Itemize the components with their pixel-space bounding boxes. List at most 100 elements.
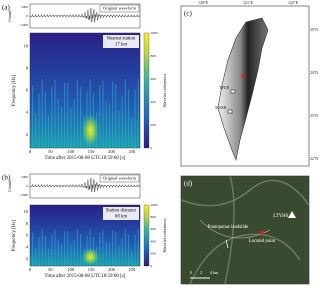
station-marker [288, 211, 296, 218]
coherence-streak [128, 234, 130, 266]
coherence-streak [73, 239, 75, 266]
coherence-streak [124, 229, 126, 266]
x-tick-label: 250 [128, 149, 136, 154]
coherence-streak [73, 98, 75, 148]
coherence-streak [44, 91, 46, 148]
colorbar-tick-label: 600 [151, 227, 157, 231]
colorbar [143, 204, 150, 267]
coherence-streak [115, 232, 117, 266]
station-name: MASB [215, 106, 226, 110]
y-tick-label: 4 [26, 110, 29, 115]
island [217, 17, 269, 162]
coherence-streak [80, 87, 82, 148]
y-tick-label: 1000 [21, 175, 28, 179]
colorbar-tick-label: 1000 [151, 203, 158, 207]
lat-label: 24°N [310, 71, 318, 75]
coherence-streak [108, 242, 110, 266]
colorbar-tick-label: 800 [151, 215, 157, 219]
coherence-streak [118, 110, 120, 148]
y-tick-label: 0 [26, 184, 28, 188]
colorbar-tick-label: 200 [151, 252, 157, 256]
map-panel [180, 5, 310, 167]
colorbar-tick-label: 0 [151, 264, 153, 268]
station-distance: 17 km [115, 43, 127, 48]
coherence-streak [38, 93, 40, 148]
y-tick-label: 6 [26, 233, 29, 238]
coherence-streak [32, 85, 34, 148]
event-location [241, 74, 245, 78]
y-axis-label: Frequency [Hz] [12, 219, 17, 251]
station-marker [230, 89, 236, 94]
coherence-streak [137, 79, 139, 148]
coherence-streak [60, 106, 62, 148]
y-tick-label: 2 [26, 132, 28, 137]
panel-label: (c) [184, 10, 192, 18]
x-tick-label: 200 [108, 149, 116, 154]
lat-label: 22°N [310, 157, 318, 161]
x-tick-label: 150 [88, 149, 96, 154]
colorbar-tick-label: 1000 [151, 31, 158, 35]
y-tick-label: 0 [26, 14, 28, 18]
y-tick-label: 10 [24, 43, 29, 48]
colorbar-tick-label: 200 [151, 123, 157, 127]
lat-label: 23°N [310, 114, 318, 118]
station-label: Station distance [106, 209, 137, 214]
coherence-streak [115, 84, 117, 148]
station-distance: 68 km [115, 215, 127, 220]
coherence-streak [70, 244, 72, 266]
scale-label: 4 km [210, 270, 219, 275]
coherence-streak [67, 231, 69, 266]
coherence-streak [118, 246, 120, 266]
x-tick-label: 0 [29, 267, 32, 272]
legend-box [99, 4, 140, 13]
x-tick-label: 50 [48, 267, 53, 272]
coherence-streak [134, 88, 136, 148]
waveform [29, 177, 141, 193]
coherence-streak [124, 79, 126, 148]
coherence-streak [35, 113, 37, 148]
colorbar-tick-label: 0 [151, 146, 153, 150]
colorbar-label: Wavelet coherence [162, 219, 167, 253]
coherence-streak [64, 82, 66, 148]
coherence-streak [70, 107, 72, 148]
coherence-streak [131, 118, 133, 148]
station-label: Nearest station [107, 37, 136, 42]
coherence-streak [131, 250, 133, 266]
y-tick-label: 8 [26, 65, 29, 70]
x-tick-label: 100 [67, 267, 75, 272]
coherence-streak [108, 103, 110, 148]
coherence-streak [51, 233, 53, 266]
satellite-panel [180, 175, 310, 285]
coherence-streak [54, 229, 56, 266]
coherence-streak [121, 95, 123, 148]
x-tick-label: 250 [128, 267, 136, 272]
station-name: LTYH0 [273, 214, 288, 219]
lon-label: 121°E [243, 0, 254, 5]
coherence-streak [38, 237, 40, 266]
panel-label: (a) [2, 4, 10, 12]
legend-label: Original waveform [103, 176, 136, 181]
y-tick-label: 6 [26, 88, 29, 93]
coherence-streak [80, 233, 82, 266]
located-point-label: Located point [249, 239, 276, 244]
coherence-streak [102, 80, 104, 148]
y-axis-label: Counts [7, 10, 12, 22]
x-tick-label: 150 [88, 267, 96, 272]
x-tick-label: 100 [67, 149, 75, 154]
scale-label: 0 [190, 270, 192, 275]
y-tick-label: 4 [26, 244, 29, 249]
x-axis-label: Time after 2015-08-08 UTC18:59:00 [s] [45, 274, 126, 279]
y-tick-label: -1000 [20, 193, 28, 197]
coherence-streak [76, 79, 78, 148]
coherence-streak [48, 249, 50, 266]
colorbar [143, 32, 150, 149]
colorbar-tick-label: 600 [151, 77, 157, 81]
coherence-streak [105, 241, 107, 266]
coherence-streak [44, 236, 46, 266]
coherence-peak [81, 110, 100, 145]
y-axis-label: Counts [7, 180, 12, 192]
panel-label: (d) [184, 180, 193, 188]
colorbar-tick-label: 800 [151, 54, 157, 58]
x-axis-label: Time after 2015-08-08 UTC18:59:00 [s] [45, 156, 126, 161]
